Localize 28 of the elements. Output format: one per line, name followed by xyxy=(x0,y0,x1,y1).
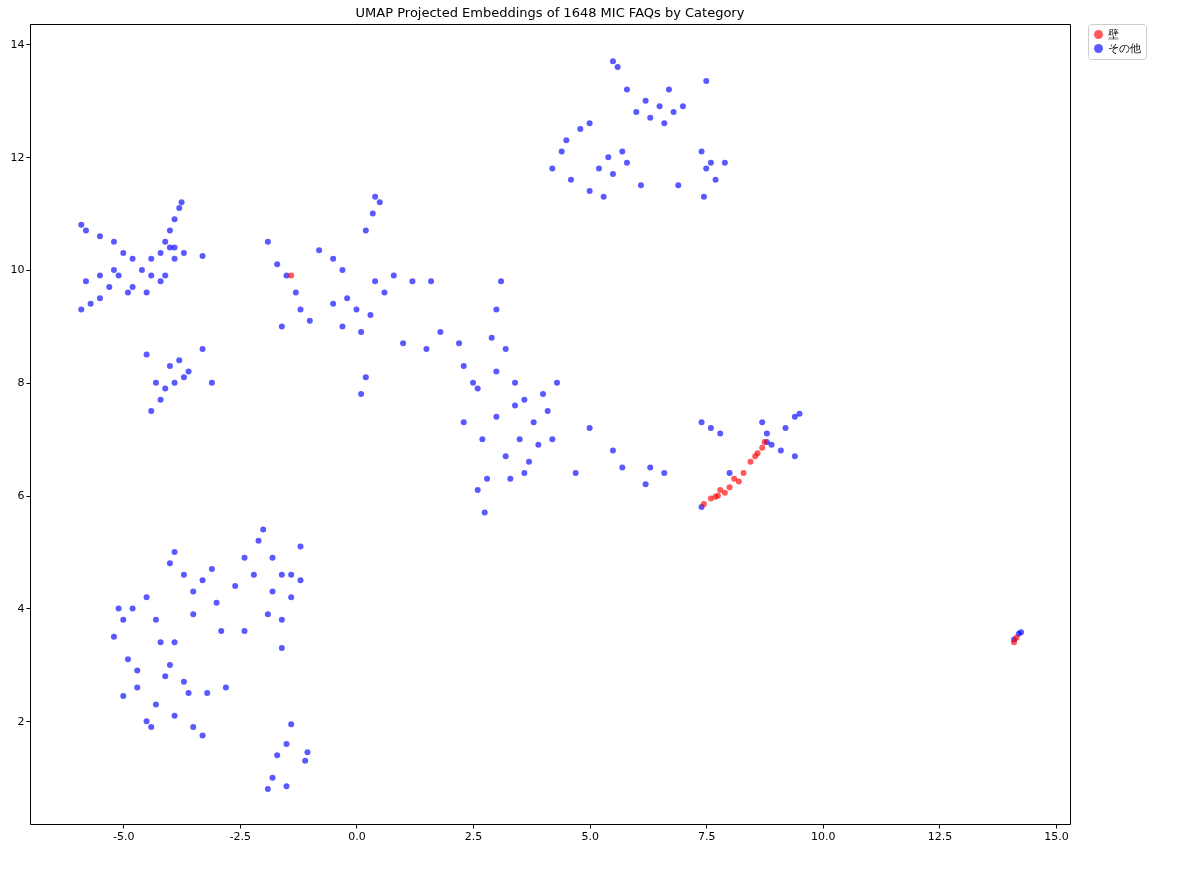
x-tick-label: 2.5 xyxy=(464,829,483,843)
y-tick-label: 6 xyxy=(17,489,25,503)
x-tick-label: 5.0 xyxy=(581,829,599,843)
y-tick-label: 12 xyxy=(10,150,25,164)
x-tick-label: -2.5 xyxy=(229,829,252,843)
x-tick-label: 7.5 xyxy=(697,829,716,843)
x-tick-label: 10.0 xyxy=(811,829,836,843)
chart-title: UMAP Projected Embeddings of 1648 MIC FAQs by Category xyxy=(355,4,745,20)
x-tick-label: 15.0 xyxy=(1044,829,1069,843)
point xyxy=(731,475,738,482)
point xyxy=(726,484,733,491)
y-tick-label: 2 xyxy=(17,714,25,728)
x-tick-label: 12.5 xyxy=(927,829,953,843)
point xyxy=(759,444,766,451)
y-tick-label: 10 xyxy=(10,263,25,277)
x-tick-label: -5.0 xyxy=(113,829,135,843)
legend-label: その他 xyxy=(1108,41,1141,55)
y-tick-label: 4 xyxy=(17,601,25,615)
y-tick-label: 14 xyxy=(10,37,25,51)
point xyxy=(717,487,724,493)
point xyxy=(721,489,728,496)
point xyxy=(288,272,295,279)
point xyxy=(747,458,754,465)
legend-label: 壁 xyxy=(1108,27,1119,41)
y-tick-label: 8 xyxy=(17,376,25,390)
x-tick-label: 0.0 xyxy=(348,829,366,843)
point xyxy=(740,470,747,477)
point xyxy=(735,478,742,485)
